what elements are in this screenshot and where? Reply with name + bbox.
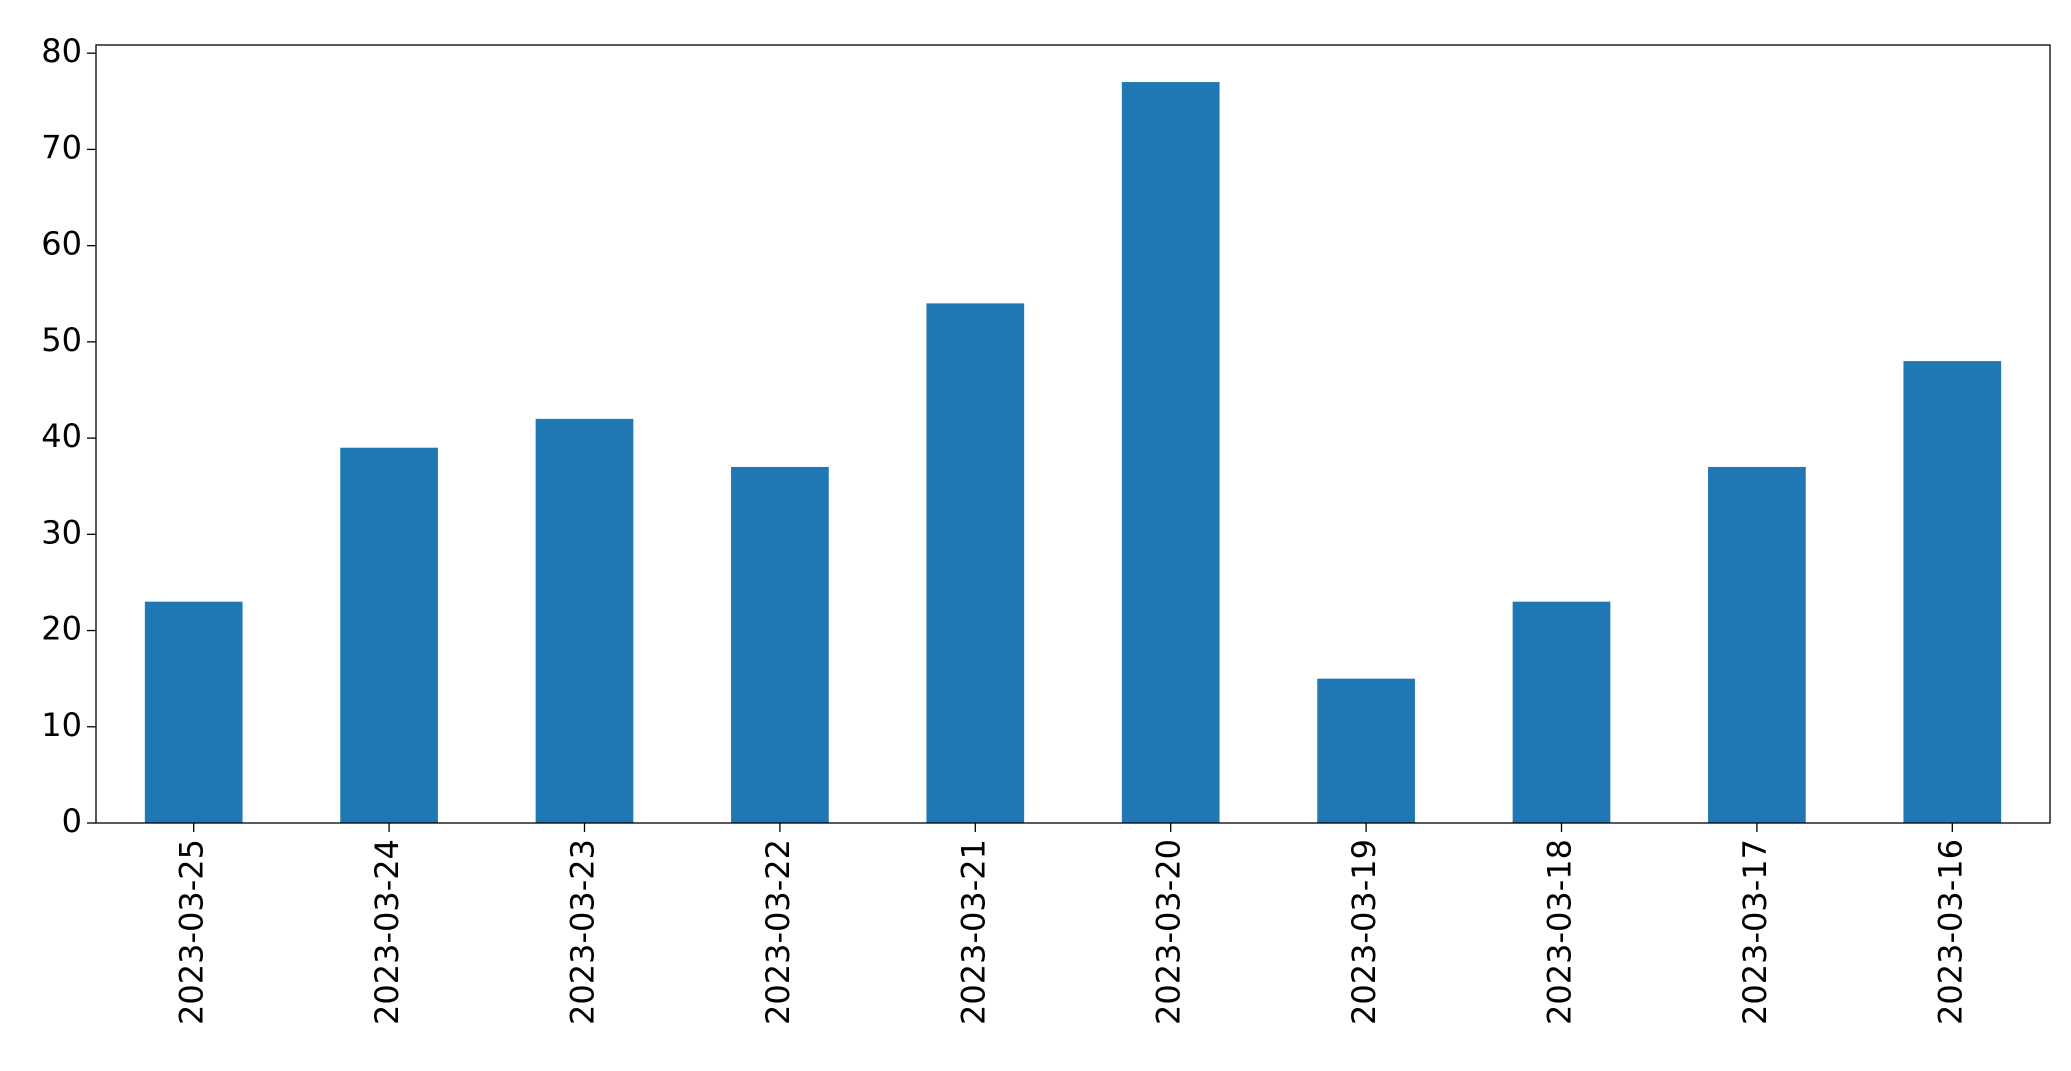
bar bbox=[144, 601, 243, 823]
x-tick-label: 2023-03-20 bbox=[1150, 839, 1188, 1025]
bar bbox=[1903, 361, 2002, 823]
x-tick-label: 2023-03-17 bbox=[1736, 839, 1774, 1025]
bar bbox=[731, 466, 829, 823]
bar bbox=[535, 418, 634, 823]
y-tick-label: 40 bbox=[41, 417, 82, 455]
x-tick-label: 2023-03-21 bbox=[954, 839, 992, 1025]
y-tick-label: 50 bbox=[41, 321, 82, 359]
bar bbox=[926, 303, 1025, 823]
y-tick-label: 60 bbox=[41, 225, 82, 263]
x-tick-label: 2023-03-25 bbox=[173, 839, 211, 1025]
x-tick-label: 2023-03-24 bbox=[368, 839, 406, 1025]
y-tick-label: 0 bbox=[62, 802, 82, 840]
y-tick-label: 20 bbox=[41, 610, 82, 648]
bar bbox=[1512, 601, 1611, 823]
x-tick-label: 2023-03-22 bbox=[759, 839, 797, 1025]
x-tick-label: 2023-03-19 bbox=[1345, 839, 1383, 1025]
y-tick-label: 80 bbox=[41, 32, 82, 70]
bar bbox=[1317, 678, 1415, 823]
y-tick-label: 70 bbox=[41, 128, 82, 166]
x-tick-label: 2023-03-16 bbox=[1931, 839, 1969, 1025]
bar bbox=[1708, 466, 1806, 823]
bar bbox=[1121, 82, 1220, 824]
plot-frame bbox=[95, 44, 2051, 824]
y-tick-label: 30 bbox=[41, 513, 82, 551]
bar bbox=[340, 447, 438, 823]
x-tick-label: 2023-03-18 bbox=[1541, 839, 1579, 1025]
y-tick-label: 10 bbox=[41, 706, 82, 744]
x-tick-label: 2023-03-23 bbox=[564, 839, 602, 1025]
